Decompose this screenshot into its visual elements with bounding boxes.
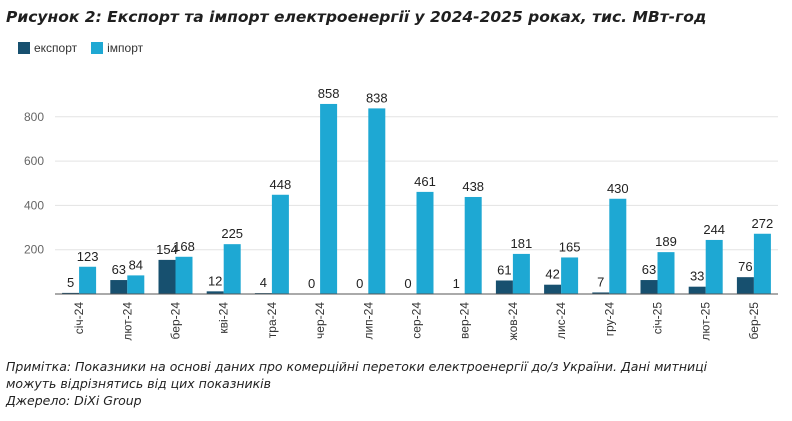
bar-export: [495, 280, 513, 294]
chart-notes: Примітка: Показники на основі даних про …: [6, 358, 791, 409]
x-tick-label: січ-24: [72, 302, 86, 335]
x-tick-label: бер-24: [169, 302, 183, 340]
data-label-import: 448: [270, 177, 292, 192]
chart-legend: експорт імпорт: [18, 41, 157, 55]
bar-import: [368, 108, 386, 294]
y-tick-label: 400: [24, 198, 44, 212]
data-label-export: 7: [597, 274, 604, 289]
x-tick-label: тра-24: [265, 302, 279, 339]
legend-label-import: імпорт: [107, 41, 144, 55]
data-label-import: 272: [752, 216, 774, 231]
note-line-2: можуть відрізнятись від цих показників: [6, 376, 272, 391]
legend-item-import: імпорт: [91, 41, 143, 55]
data-label-export: 5: [67, 275, 74, 290]
data-label-export: 33: [690, 269, 704, 284]
data-label-import: 225: [221, 226, 243, 241]
data-label-import: 189: [655, 234, 677, 249]
bar-import: [320, 103, 338, 294]
bar-import: [561, 257, 579, 294]
bar-export: [640, 280, 658, 294]
data-label-export: 0: [308, 276, 315, 291]
data-label-import: 181: [511, 236, 533, 251]
legend-label-export: експорт: [34, 41, 78, 55]
bar-export: [206, 291, 224, 294]
data-label-export: 0: [404, 276, 411, 291]
x-tick-label: гру-24: [602, 302, 616, 337]
bar-import: [416, 191, 434, 294]
bar-export: [736, 277, 754, 294]
x-tick-label: лют-25: [699, 302, 713, 341]
bar-export: [592, 292, 610, 294]
data-label-import: 438: [462, 179, 484, 194]
x-tick-label: лют-24: [120, 302, 134, 341]
bar-import: [657, 252, 675, 294]
data-label-import: 838: [366, 90, 388, 105]
bar-import: [753, 233, 771, 294]
y-tick-label: 200: [24, 243, 44, 257]
bar-import: [175, 256, 193, 294]
data-label-export: 42: [545, 267, 559, 282]
bar-export: [544, 284, 562, 294]
x-tick-label: лис-24: [554, 302, 568, 339]
data-label-import: 430: [607, 181, 629, 196]
x-tick-label: бер-25: [747, 302, 761, 340]
data-label-export: 154: [156, 242, 178, 257]
bar-export: [110, 280, 128, 294]
data-label-export: 63: [112, 262, 126, 277]
data-label-export: 4: [260, 275, 267, 290]
bar-export: [158, 259, 176, 294]
x-tick-label: кві-24: [217, 302, 231, 334]
data-label-export: 63: [642, 262, 656, 277]
data-label-import: 858: [318, 86, 340, 101]
data-label-import: 244: [703, 222, 725, 237]
data-label-export: 0: [356, 276, 363, 291]
y-tick-label: 800: [24, 110, 44, 124]
bar-import: [705, 239, 723, 294]
chart-title: Рисунок 2: Експорт та імпорт електроенер…: [6, 8, 707, 26]
data-label-export: 76: [738, 259, 752, 274]
bar-import: [271, 194, 289, 294]
data-label-import: 461: [414, 174, 436, 189]
x-tick-label: лип-24: [361, 302, 375, 340]
x-tick-label: чер-24: [313, 302, 327, 339]
x-tick-label: січ-25: [651, 302, 665, 335]
bar-import: [464, 196, 482, 294]
note-line-1: Примітка: Показники на основі даних про …: [6, 359, 708, 374]
bar-import: [512, 253, 530, 294]
bar-export: [62, 292, 80, 294]
y-tick-label: 600: [24, 154, 44, 168]
legend-swatch-export: [18, 42, 30, 54]
data-label-export: 61: [497, 262, 511, 277]
legend-swatch-import: [91, 42, 104, 54]
x-tick-label: жов-24: [506, 302, 520, 341]
x-tick-label: сер-24: [410, 302, 424, 339]
data-label-export: 1: [453, 276, 460, 291]
x-tick-label: вер-24: [458, 302, 472, 339]
data-label-import: 123: [77, 249, 99, 264]
bar-import: [79, 266, 97, 294]
data-label-import: 168: [173, 239, 195, 254]
data-label-import: 84: [129, 257, 143, 272]
bar-import: [609, 198, 627, 294]
bar-import: [127, 275, 145, 294]
bar-import: [223, 244, 241, 294]
data-label-import: 165: [559, 239, 581, 254]
data-label-export: 12: [208, 273, 222, 288]
source-line: Джерело: DiXi Group: [6, 393, 142, 408]
bar-export: [688, 286, 706, 294]
legend-item-export: експорт: [18, 41, 77, 55]
